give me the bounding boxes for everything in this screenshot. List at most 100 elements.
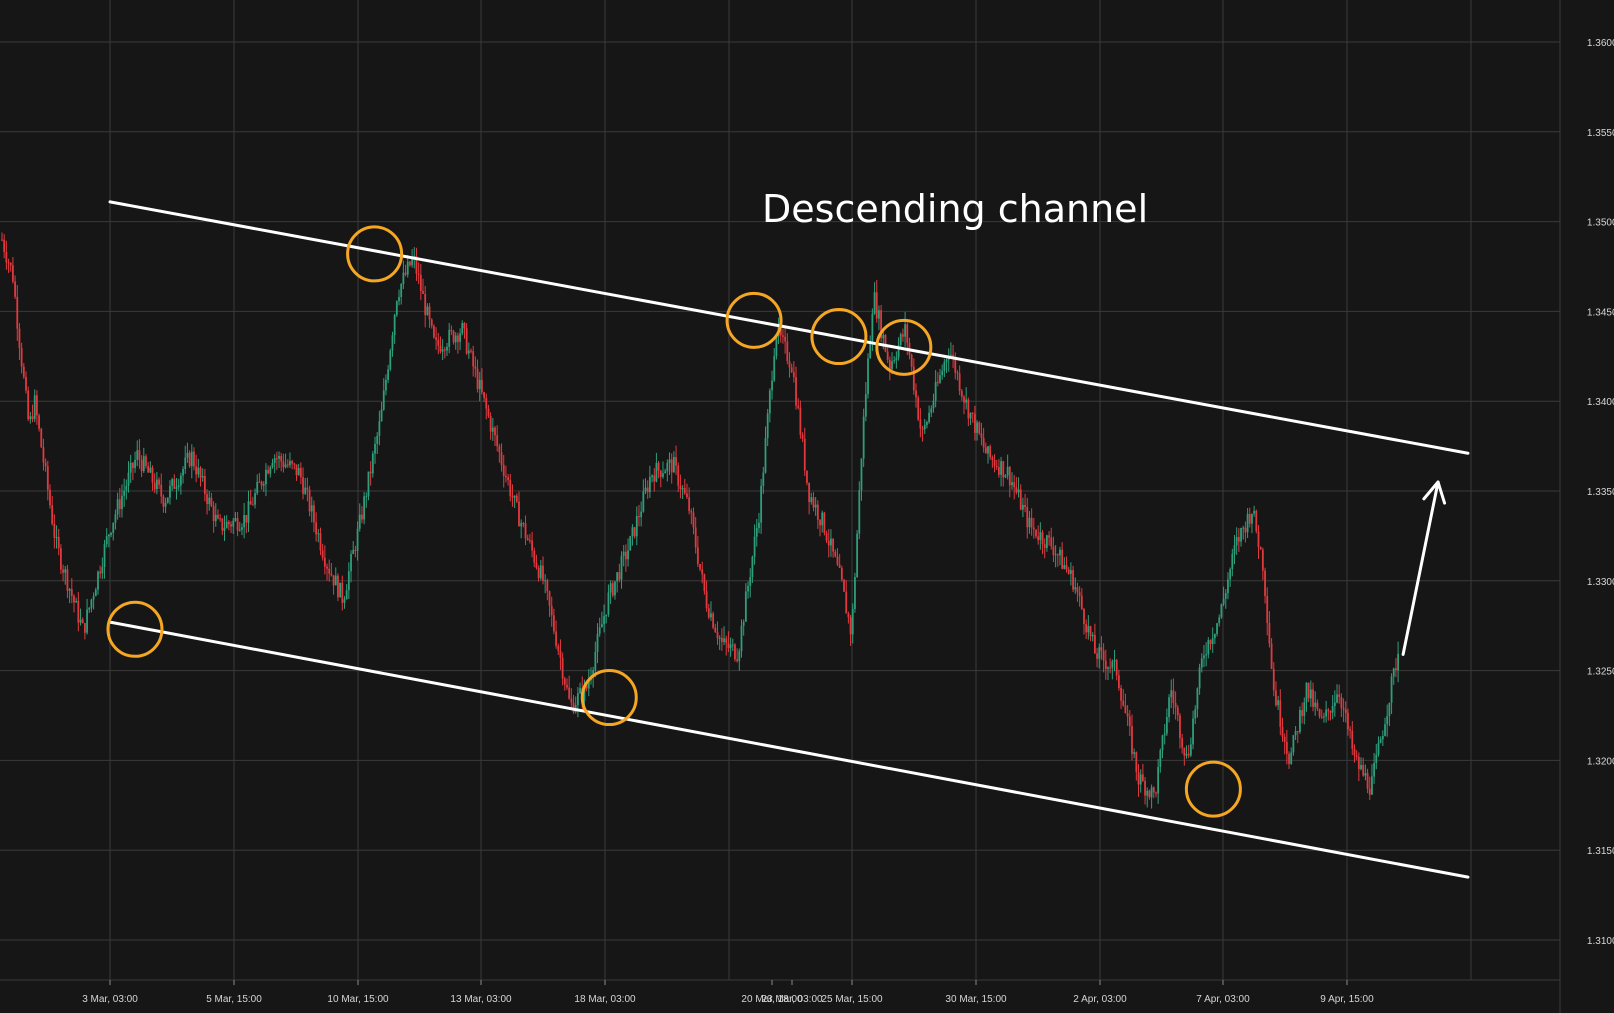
candle-body	[321, 550, 324, 558]
candle-body	[1107, 667, 1109, 669]
candle-body	[147, 466, 150, 473]
candle-body	[160, 484, 163, 497]
candle-body	[1128, 716, 1131, 727]
candle-body	[524, 523, 527, 539]
candle-body	[773, 356, 776, 381]
candle-body	[457, 335, 459, 342]
candle-body	[555, 631, 557, 647]
touch-marker	[725, 291, 783, 349]
candle-body	[814, 504, 817, 508]
candle-body	[1120, 687, 1122, 701]
candle-body	[1155, 792, 1157, 794]
candle-body	[926, 422, 928, 425]
candle-body	[1331, 705, 1334, 713]
candle-body	[241, 527, 243, 530]
candle-body	[81, 619, 84, 624]
candle-body	[747, 585, 749, 592]
candle-body	[1144, 780, 1146, 796]
candle-body	[190, 451, 193, 467]
candle-body	[744, 591, 747, 622]
candle-body	[1299, 709, 1301, 733]
candle-body	[308, 489, 311, 512]
candle-body	[1194, 709, 1197, 719]
candle-body	[1222, 598, 1225, 605]
candle-body	[882, 334, 885, 339]
candle-body	[657, 462, 660, 471]
candle-body	[919, 419, 922, 429]
candle-body	[505, 475, 507, 478]
candle-body	[36, 395, 38, 416]
candle-body	[365, 496, 368, 498]
candle-body	[854, 577, 856, 610]
candle-body	[260, 482, 263, 486]
candle-body	[1237, 537, 1240, 542]
candle-body	[1080, 595, 1083, 609]
candle-body	[851, 609, 854, 635]
candle-body	[1277, 700, 1280, 706]
candle-body	[603, 616, 605, 625]
candle-body	[1176, 707, 1179, 716]
candle-body	[406, 261, 409, 275]
candle-body	[666, 462, 669, 472]
candle-body	[644, 487, 647, 492]
candle-body	[1283, 736, 1286, 742]
candle-body	[267, 469, 270, 474]
candle-body	[624, 551, 627, 560]
candle-body	[1355, 755, 1358, 757]
candle-body	[376, 435, 379, 444]
candle-body	[834, 551, 837, 557]
candle-body	[1185, 753, 1188, 756]
candle-body	[511, 496, 514, 498]
candle-body	[164, 502, 167, 507]
candle-body	[856, 533, 859, 578]
candle-body	[1266, 595, 1269, 623]
candle-body	[1375, 754, 1378, 764]
candle-body	[83, 623, 86, 633]
candle-body	[454, 335, 457, 343]
candle-body	[398, 297, 400, 302]
candle-body	[1037, 536, 1040, 540]
candle-body	[313, 505, 315, 523]
candle-body	[1364, 773, 1367, 776]
candle-body	[369, 471, 372, 474]
candle-body	[472, 351, 475, 367]
candle-body	[1163, 733, 1166, 736]
candle-body	[638, 516, 640, 518]
candle-body	[1056, 554, 1059, 556]
candle-body	[491, 427, 494, 432]
candle-body	[934, 381, 937, 401]
candle-body	[345, 590, 348, 600]
candle-body	[1318, 708, 1321, 717]
candle-body	[166, 497, 169, 503]
candle-body	[535, 562, 538, 568]
candle-body	[1233, 545, 1236, 554]
candle-body	[1314, 702, 1317, 707]
x-tick-label: 3 Mar, 03:00	[82, 994, 138, 1005]
candle-body	[1087, 626, 1090, 633]
candle-body	[895, 357, 898, 361]
candle-body	[559, 650, 562, 658]
candle-body	[465, 328, 468, 354]
candle-body	[97, 571, 99, 590]
candle-body	[779, 325, 782, 336]
candle-body	[70, 589, 73, 596]
candle-body	[672, 456, 675, 473]
candle-body	[627, 550, 629, 560]
candle-body	[1111, 661, 1114, 668]
candle-body	[1085, 623, 1088, 633]
candle-body	[1316, 702, 1319, 709]
candle-body	[515, 495, 518, 502]
candle-body	[729, 644, 732, 648]
candle-body	[1039, 532, 1042, 540]
candle-body	[358, 514, 361, 529]
candle-body	[92, 596, 95, 600]
candle-body	[1098, 647, 1101, 659]
candle-body	[596, 633, 599, 652]
candle-body	[542, 565, 544, 581]
candle-body	[295, 464, 298, 476]
candle-body	[1338, 694, 1341, 697]
candle-body	[1139, 774, 1142, 785]
candle-body	[566, 684, 568, 688]
candle-body	[502, 464, 505, 476]
